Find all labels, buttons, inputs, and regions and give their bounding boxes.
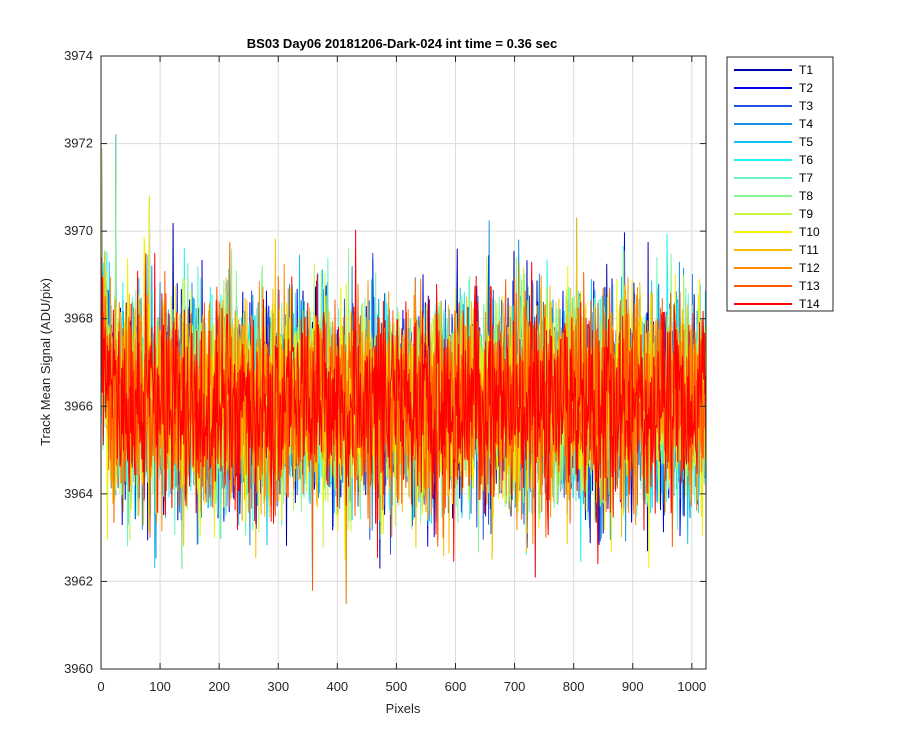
legend-label: T1 xyxy=(799,63,813,77)
y-tick-label: 3968 xyxy=(64,311,93,326)
x-tick-label: 100 xyxy=(149,679,171,694)
legend-item-t10[interactable]: T10 xyxy=(734,225,820,239)
legend-label: T8 xyxy=(799,189,813,203)
y-tick-label: 3960 xyxy=(64,661,93,676)
legend-label: T5 xyxy=(799,135,813,149)
ticks-group: 0 100 200 300 400 500 600 700 800 900 1000 3960 3962… xyxy=(64,48,706,694)
legend-label: T12 xyxy=(799,261,820,275)
x-tick-label: 200 xyxy=(208,679,230,694)
plot-area: 0 100 200 300 400 500 600 700 800 900 1000 3960 3962… xyxy=(64,48,707,694)
legend-label: T14 xyxy=(799,297,820,311)
y-tick-label: 3974 xyxy=(64,48,93,63)
legend-label: T11 xyxy=(799,243,819,257)
legend-item-t12[interactable]: T12 xyxy=(734,261,820,275)
x-tick-label: 300 xyxy=(267,679,289,694)
legend-item-t11[interactable]: T11 xyxy=(734,243,819,257)
x-tick-label: 400 xyxy=(326,679,348,694)
legend-label: T10 xyxy=(799,225,820,239)
y-tick-label: 3964 xyxy=(64,486,93,501)
x-tick-label: 500 xyxy=(386,679,408,694)
legend-label: T3 xyxy=(799,99,813,113)
legend-item-t5[interactable]: T5 xyxy=(734,135,813,149)
legend-label: T2 xyxy=(799,81,813,95)
legend-label: T6 xyxy=(799,153,813,167)
x-tick-label: 900 xyxy=(622,679,644,694)
x-tick-label: 0 xyxy=(97,679,104,694)
legend-items: T1 T2 T3 T4 T5 T6 T7 T8 T9 T10 T11 T12 T13 T14 xyxy=(734,63,820,311)
plot-frame xyxy=(100,55,707,670)
legend-item-t14[interactable]: T14 xyxy=(734,297,820,311)
legend-label: T13 xyxy=(799,279,820,293)
legend-item-t6[interactable]: T6 xyxy=(734,153,813,167)
legend-label: T7 xyxy=(799,171,813,185)
legend-item-t9[interactable]: T9 xyxy=(734,207,813,221)
legend-item-t7[interactable]: T7 xyxy=(734,171,813,185)
y-tick-label: 3970 xyxy=(64,223,93,238)
legend-item-t4[interactable]: T4 xyxy=(734,117,813,131)
y-axis-label: Track Mean Signal (ADU/pix) xyxy=(38,278,53,446)
legend-label: T9 xyxy=(799,207,813,221)
legend-label: T4 xyxy=(799,117,813,131)
x-tick-label: 800 xyxy=(563,679,585,694)
y-tick-label: 3972 xyxy=(64,136,93,151)
series-line-t14 xyxy=(100,229,707,578)
legend-item-t8[interactable]: T8 xyxy=(734,189,813,203)
x-tick-label: 600 xyxy=(445,679,467,694)
chart-title: BS03 Day06 20181206-Dark-024 int time = … xyxy=(247,36,557,51)
legend-item-t2[interactable]: T2 xyxy=(734,81,813,95)
x-tick-label: 700 xyxy=(504,679,526,694)
x-tick-label: 1000 xyxy=(677,679,706,694)
legend[interactable]: T1 T2 T3 T4 T5 T6 T7 T8 T9 T10 T11 T12 T13 T14 xyxy=(726,56,834,312)
legend-item-t13[interactable]: T13 xyxy=(734,279,820,293)
y-tick-label: 3966 xyxy=(64,398,93,413)
series-group xyxy=(100,134,707,604)
x-axis-label: Pixels xyxy=(386,701,421,716)
legend-item-t3[interactable]: T3 xyxy=(734,99,813,113)
legend-item-t1[interactable]: T1 xyxy=(734,63,813,77)
y-tick-label: 3962 xyxy=(64,573,93,588)
